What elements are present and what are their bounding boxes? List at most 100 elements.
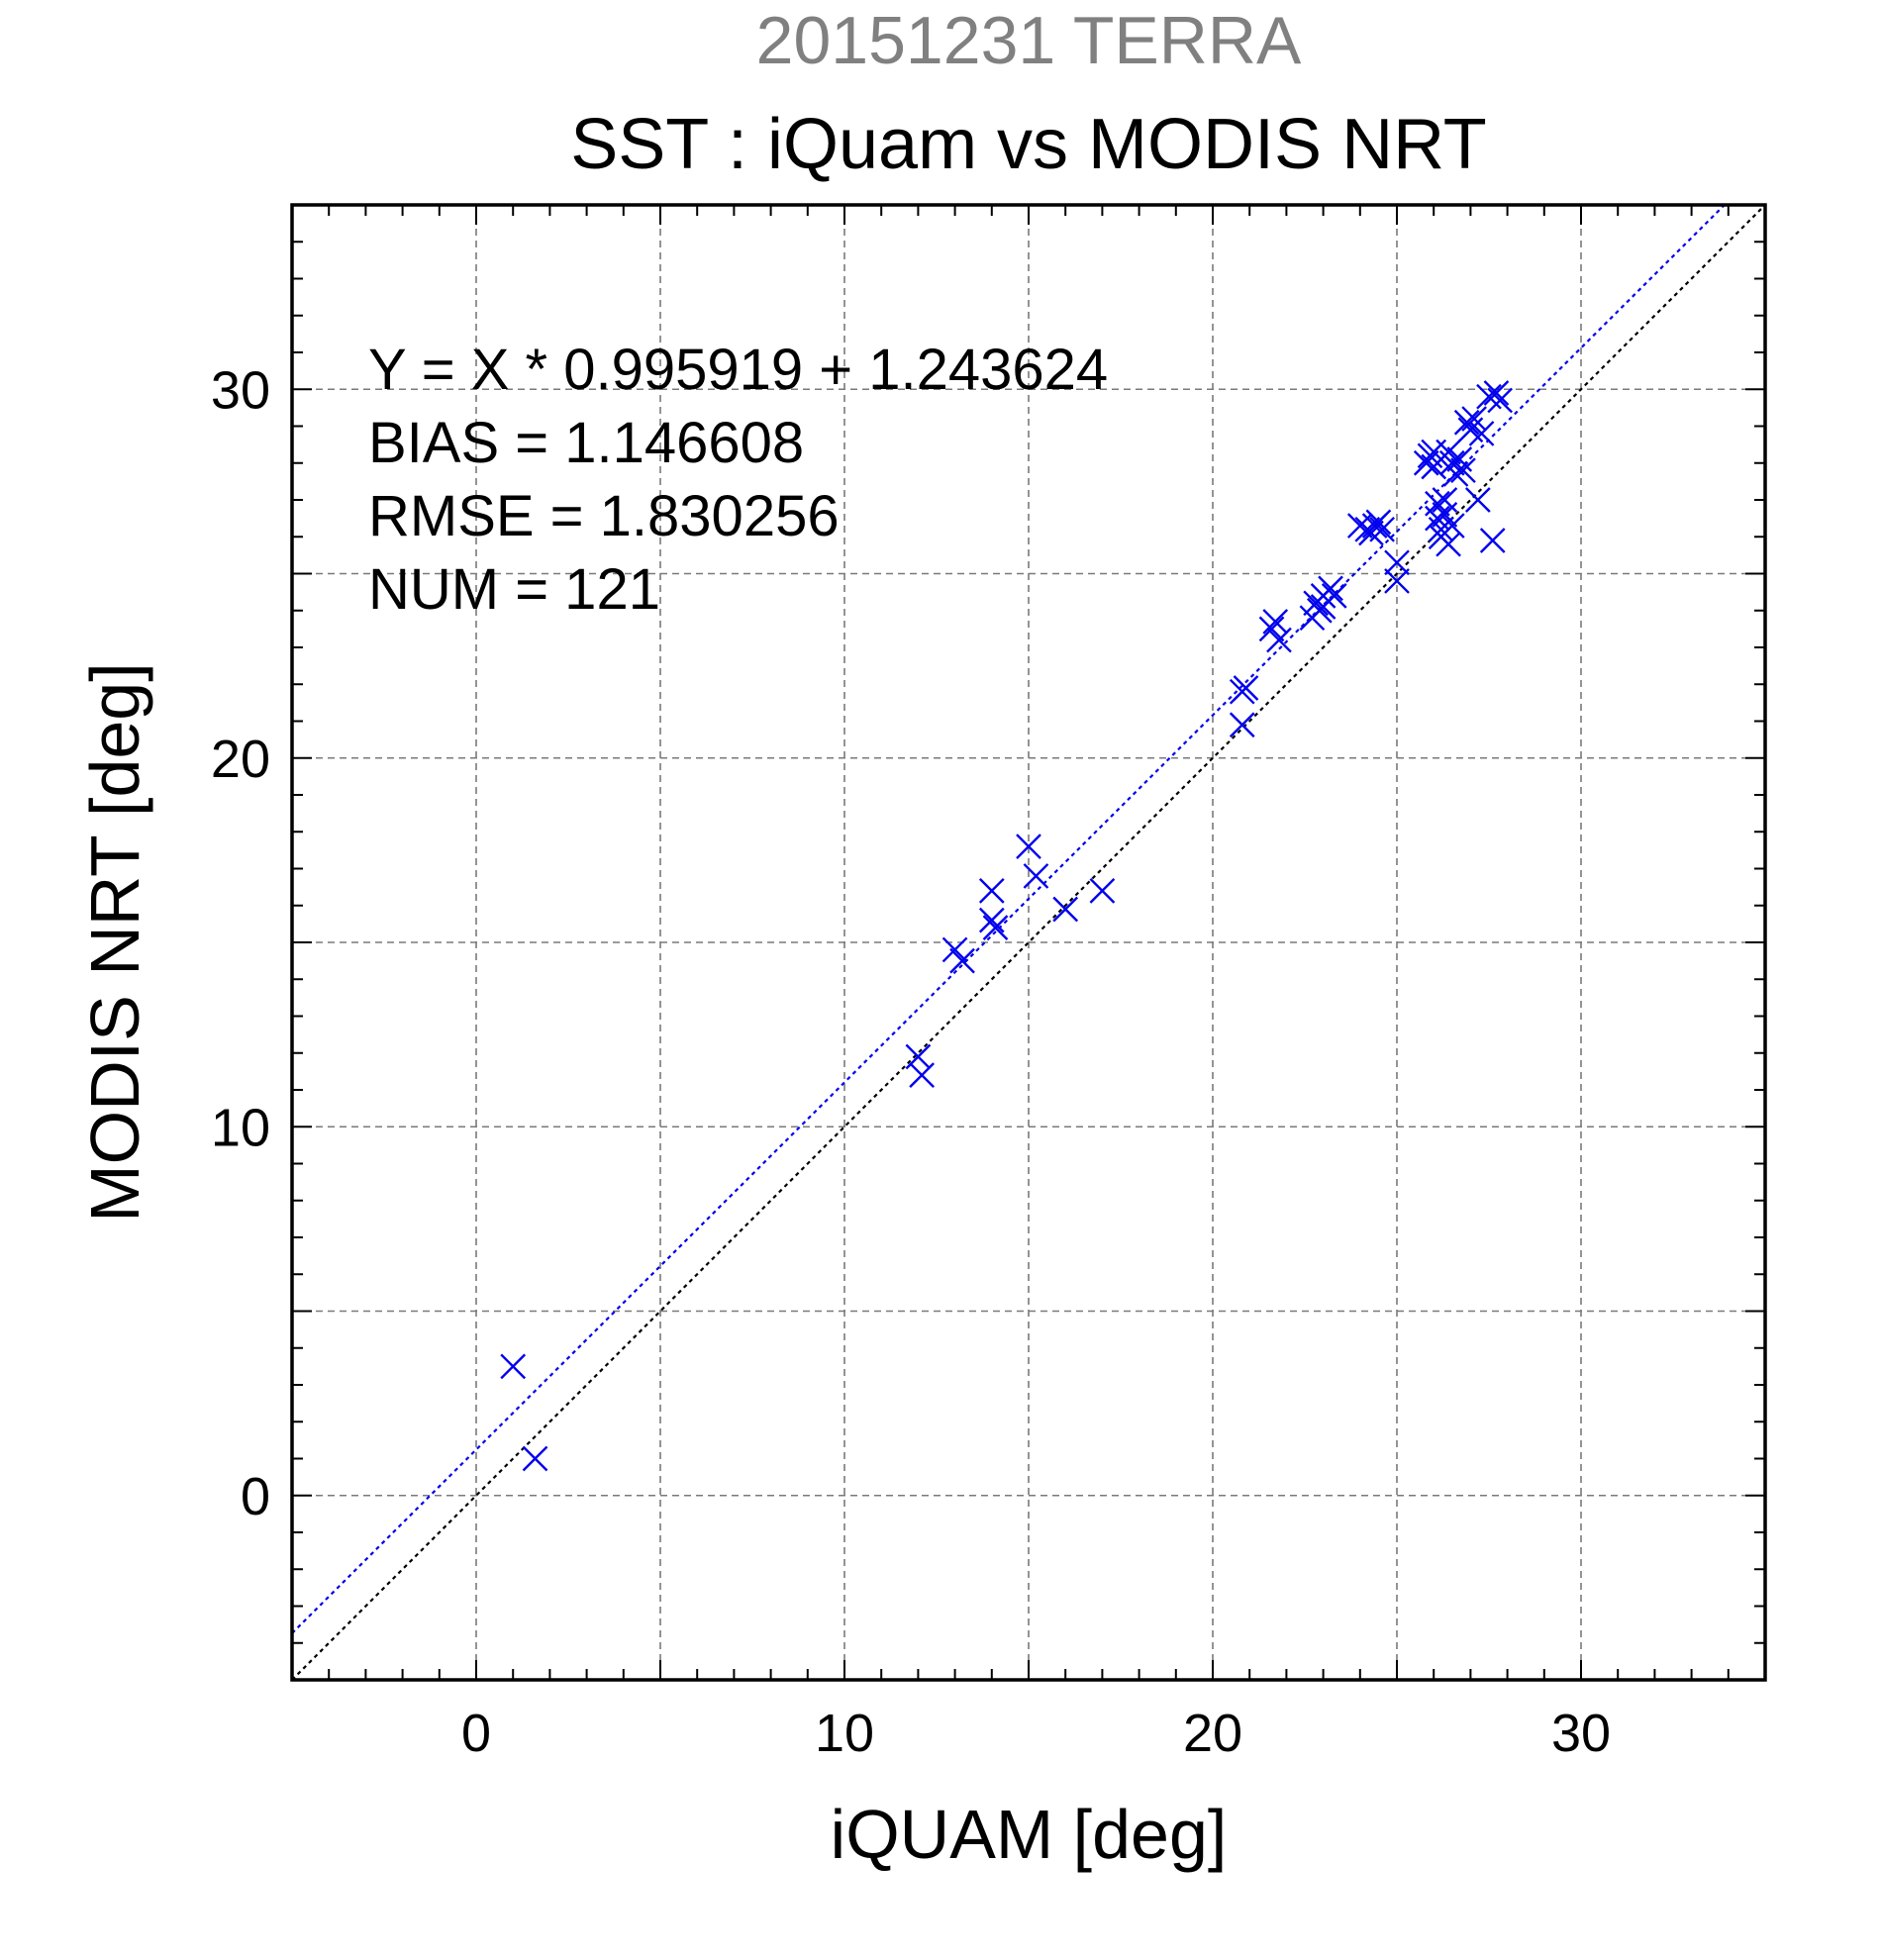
data-point [1229, 712, 1255, 738]
data-point-stroke [1384, 549, 1410, 576]
data-point [1483, 380, 1510, 406]
data-point [500, 1353, 527, 1380]
data-point-stroke [1487, 387, 1514, 414]
data-point [905, 1043, 932, 1070]
rmse-text: RMSE = 1.830256 [368, 484, 840, 548]
data-point-stroke [1453, 409, 1480, 436]
data-point [1487, 387, 1514, 414]
data-point-stroke [1258, 616, 1285, 642]
data-point-stroke [1450, 457, 1476, 484]
data-point-stroke [1464, 487, 1491, 513]
data-point [949, 947, 975, 974]
fit-equation-text: Y = X * 0.995919 + 1.243624 [368, 338, 1108, 402]
data-point [1233, 675, 1259, 701]
data-point [982, 915, 1009, 940]
data-point-stroke [1089, 878, 1116, 904]
data-point [1438, 513, 1465, 539]
data-point [1369, 516, 1395, 542]
data-point [1453, 409, 1480, 436]
data-point-stroke [1413, 449, 1439, 476]
data-point-stroke [1023, 863, 1049, 889]
data-point [1461, 406, 1487, 432]
x-axis-label: iQUAM [deg] [831, 1796, 1228, 1873]
data-point [1432, 502, 1458, 528]
data-point-stroke [1442, 461, 1469, 487]
stats-annotation: Y = X * 0.995919 + 1.243624 BIAS = 1.146… [368, 338, 1108, 622]
data-point-stroke [1446, 446, 1473, 472]
data-point [522, 1445, 548, 1472]
data-point-stroke [1318, 575, 1343, 602]
x-tick-label: 10 [815, 1704, 874, 1763]
data-point [1023, 863, 1049, 889]
data-point [1464, 487, 1491, 513]
x-tick-label: 30 [1551, 1704, 1611, 1763]
data-point [1318, 575, 1343, 602]
data-point-stroke [1425, 490, 1450, 517]
data-point-stroke [982, 915, 1009, 940]
plot-frame [290, 203, 1767, 1682]
data-point [941, 936, 968, 963]
data-point-stroke [500, 1353, 527, 1380]
grid [292, 205, 1765, 1680]
data-point-stroke [1432, 502, 1458, 528]
data-point [1016, 833, 1041, 859]
data-point [1432, 487, 1458, 513]
data-point [1413, 449, 1439, 476]
data-point-stroke [1233, 675, 1259, 701]
data-point-stroke [909, 1062, 935, 1088]
data-point-stroke [1365, 509, 1392, 536]
data-point [1258, 616, 1285, 642]
data-point [1442, 461, 1469, 487]
data-point-stroke [1479, 528, 1506, 553]
data-point-stroke [522, 1445, 548, 1472]
data-point [1321, 583, 1347, 609]
data-point-stroke [1016, 833, 1041, 859]
num-text: NUM = 121 [368, 557, 660, 622]
data-point [1052, 896, 1079, 923]
data-point [978, 907, 1005, 933]
x-tick-label: 20 [1183, 1704, 1242, 1763]
data-point-stroke [978, 907, 1005, 933]
data-point-stroke [941, 936, 968, 963]
data-point [1262, 609, 1289, 635]
data-point [978, 878, 1005, 904]
data-point [1468, 421, 1495, 446]
data-point [1365, 509, 1392, 536]
chart-subtitle: 20151231 TERRA [756, 3, 1302, 78]
x-tick-label: 0 [461, 1704, 491, 1763]
data-point [1384, 549, 1410, 576]
data-point-stroke [1436, 531, 1461, 557]
axis-ticks: 0 10 20 30 0 10 20 30 [211, 205, 1765, 1763]
data-markers [500, 380, 1514, 1472]
y-axis-label: MODIS NRT [deg] [76, 662, 153, 1222]
y-tick-label: 0 [241, 1467, 270, 1526]
data-point-stroke [1476, 383, 1502, 410]
y-tick-label: 10 [211, 1098, 270, 1157]
data-point [1089, 878, 1116, 904]
data-point [1266, 627, 1292, 653]
identity-line [292, 205, 1765, 1680]
data-point-stroke [1438, 513, 1465, 539]
data-point-stroke [1468, 421, 1495, 446]
data-point-stroke [1384, 568, 1410, 594]
reference-lines [292, 205, 1765, 1680]
bias-text: BIAS = 1.146608 [368, 411, 804, 475]
y-tick-label: 30 [211, 360, 270, 420]
fit-line [292, 205, 1727, 1634]
data-point-stroke [978, 878, 1005, 904]
y-tick-label: 20 [211, 730, 270, 789]
data-point [1450, 457, 1476, 484]
data-point [909, 1062, 935, 1088]
data-point [1479, 528, 1506, 553]
data-point-stroke [1369, 516, 1395, 542]
data-point-stroke [1229, 712, 1255, 738]
data-point-stroke [1483, 380, 1510, 406]
data-point-stroke [1266, 627, 1292, 653]
data-point-stroke [1461, 406, 1487, 432]
data-point [1425, 490, 1450, 517]
data-point-stroke [949, 947, 975, 974]
chart-title: SST : iQuam vs MODIS NRT [570, 105, 1487, 184]
data-point-stroke [1321, 583, 1347, 609]
data-point [1384, 568, 1410, 594]
